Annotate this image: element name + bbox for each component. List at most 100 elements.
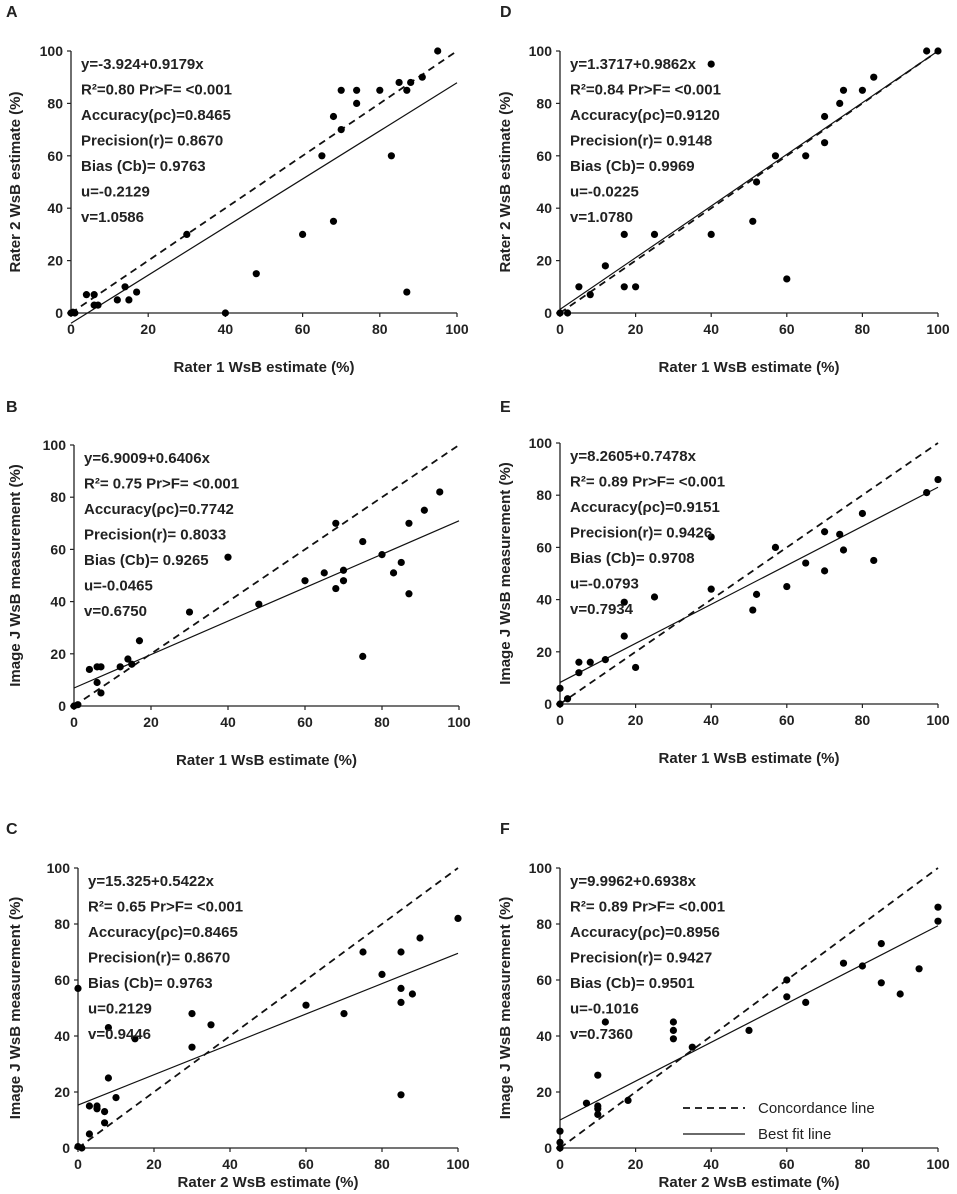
- data-point: [397, 984, 405, 993]
- y-tick-label: 80: [536, 95, 552, 111]
- stat-v: v=0.6750: [84, 603, 147, 620]
- data-point: [923, 47, 931, 55]
- data-point: [752, 178, 761, 186]
- data-point: [332, 519, 340, 527]
- data-point: [125, 296, 133, 304]
- best-fit-line: [70, 82, 458, 324]
- data-point: [131, 1035, 139, 1043]
- data-point: [376, 86, 384, 94]
- stat-equation: y=6.9009+0.6406x: [84, 450, 211, 467]
- data-point: [594, 1110, 602, 1118]
- data-point: [771, 152, 780, 160]
- best-fit-line: [559, 925, 939, 1121]
- data-point: [188, 1043, 196, 1051]
- data-point: [124, 655, 132, 663]
- y-tick-label: 40: [50, 594, 66, 610]
- y-tick-label: 100: [529, 860, 553, 876]
- stat-u: u=-0.0225: [570, 184, 639, 201]
- data-point: [301, 577, 309, 585]
- panel-a: A 0 20 40 60 80 100 0 20 40 60 80 100 Rater 1 WsB est…: [6, 4, 469, 376]
- x-tick-label: 40: [703, 712, 719, 728]
- y-tick-label: 100: [40, 43, 64, 59]
- legend-concordance-label: Concordance line: [758, 1100, 875, 1117]
- stat-v: v=1.0780: [570, 209, 633, 226]
- data-point: [74, 984, 82, 993]
- stat-u: u=0.2129: [88, 1001, 152, 1018]
- data-point: [556, 1144, 564, 1152]
- data-point: [94, 301, 102, 309]
- x-tick-label: 40: [222, 1156, 238, 1172]
- y-tick-label: 80: [536, 916, 552, 932]
- stat-equation: y=8.2605+0.7478x: [570, 448, 697, 465]
- data-point: [620, 283, 628, 291]
- data-point: [85, 1102, 93, 1110]
- data-point: [97, 689, 105, 697]
- data-point: [133, 288, 141, 296]
- data-point: [85, 1130, 93, 1138]
- data-point: [416, 934, 424, 942]
- data-point: [97, 663, 105, 671]
- stat-bias: Bias (Cb)= 0.9265: [84, 552, 209, 569]
- stat-accuracy: Accuracy(ρc)=0.9151: [570, 499, 720, 516]
- data-point: [669, 1026, 678, 1034]
- data-point: [601, 1018, 609, 1026]
- data-point: [454, 914, 462, 923]
- data-point: [620, 632, 628, 640]
- stat-r2: R²=0.80 Pr>F= <0.001: [81, 82, 232, 99]
- stat-r2: R²= 0.89 Pr>F= <0.001: [570, 899, 725, 916]
- data-point: [397, 558, 405, 567]
- y-tick-label: 60: [47, 148, 63, 164]
- data-point: [650, 230, 659, 238]
- stat-u: u=-0.1016: [570, 1001, 639, 1018]
- data-point: [839, 546, 848, 554]
- data-point: [707, 60, 715, 68]
- data-point: [575, 283, 583, 291]
- x-tick-label: 40: [703, 1156, 719, 1172]
- data-point: [688, 1043, 696, 1051]
- data-point: [783, 976, 791, 984]
- data-point: [915, 965, 923, 973]
- x-tick-label: 20: [628, 712, 644, 728]
- data-point: [934, 903, 942, 911]
- data-point: [563, 309, 572, 317]
- x-tick-label: 20: [628, 1156, 644, 1172]
- y-tick-label: 40: [47, 200, 63, 216]
- stat-accuracy: Accuracy(ρc)=0.8956: [570, 924, 720, 941]
- y-tick-label: 20: [50, 646, 66, 662]
- data-point: [802, 152, 810, 160]
- stat-equation: y=-3.924+0.9179x: [81, 56, 204, 73]
- panel-c: C 0 20 40 60 80 100 0 20 40 60 80 100 Rater 2 WsB est…: [6, 821, 470, 1191]
- data-point: [405, 519, 413, 527]
- stat-equation: y=9.9962+0.6938x: [570, 873, 697, 890]
- x-axis-title: Rater 1 WsB estimate (%): [176, 752, 357, 769]
- data-point: [90, 291, 98, 299]
- y-tick-label: 0: [544, 696, 552, 712]
- data-point: [332, 584, 340, 593]
- data-point: [353, 99, 361, 107]
- data-point: [128, 660, 136, 668]
- stat-bias: Bias (Cb)= 0.9501: [570, 975, 695, 992]
- data-point: [601, 262, 609, 270]
- data-point: [582, 1099, 591, 1107]
- stat-r2: R²=0.84 Pr>F= <0.001: [570, 82, 721, 99]
- data-point: [185, 608, 194, 616]
- y-tick-label: 80: [50, 489, 66, 505]
- stat-accuracy: Accuracy(ρc)=0.9120: [570, 107, 720, 124]
- data-point: [329, 217, 338, 225]
- data-point: [318, 152, 326, 160]
- stat-precision: Precision(r)= 0.9426: [570, 525, 712, 542]
- panel-letter: B: [6, 399, 18, 416]
- data-point: [116, 663, 124, 671]
- x-tick-label: 80: [855, 1156, 871, 1172]
- data-point: [556, 1138, 564, 1146]
- data-point: [397, 948, 405, 956]
- data-point: [707, 533, 715, 541]
- data-point: [923, 488, 931, 497]
- data-point: [556, 684, 564, 692]
- x-tick-label: 20: [146, 1156, 162, 1172]
- x-tick-label: 80: [374, 714, 390, 730]
- data-point: [224, 553, 232, 561]
- data-point: [135, 637, 144, 645]
- data-point: [85, 665, 93, 674]
- stat-v: v=1.0586: [81, 209, 144, 226]
